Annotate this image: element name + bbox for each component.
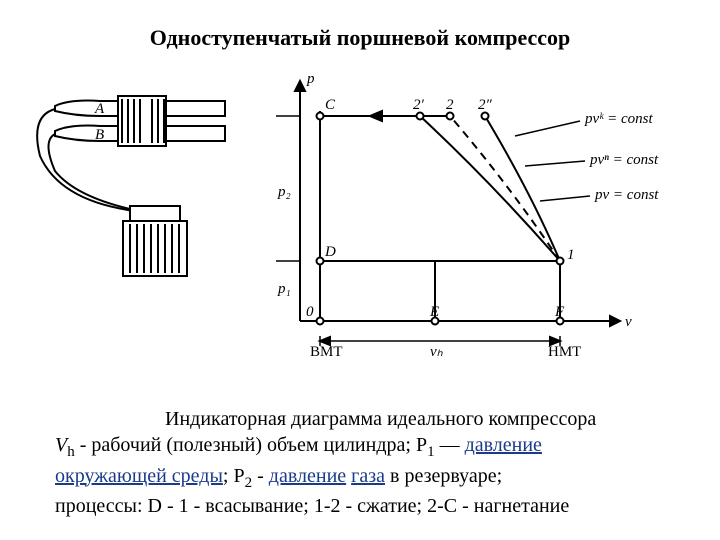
caption-line4: процессы: D - 1 - всасывание; 1-2 - сжат… <box>55 495 569 517</box>
t4: - <box>252 465 269 487</box>
vh-sub: h <box>67 444 75 460</box>
svg-text:2′: 2′ <box>413 97 425 113</box>
vh-sym: V <box>55 434 67 456</box>
page-title: Одноступенчатый поршневой компрессор <box>0 0 720 61</box>
pv-diagram <box>276 81 620 346</box>
link-pressure2[interactable]: давление <box>269 465 346 487</box>
svg-text:pv = const: pv = const <box>594 187 659 203</box>
p1-sub: 1 <box>427 444 435 460</box>
svg-text:В: В <box>95 127 104 143</box>
svg-text:pvᵏ = const: pvᵏ = const <box>584 111 653 127</box>
link-gas[interactable]: газа <box>351 465 385 487</box>
svg-text:2″: 2″ <box>478 97 493 113</box>
svg-text:D: D <box>324 244 336 260</box>
svg-text:F: F <box>554 304 565 320</box>
compressor-icon: А В <box>37 96 225 276</box>
t2: — <box>435 434 465 456</box>
t3: ; P <box>223 465 245 487</box>
svg-text:vₕ: vₕ <box>430 344 444 360</box>
svg-text:0: 0 <box>306 304 314 320</box>
t1: - рабочий (полезный) объем цилиндра; P <box>75 434 427 456</box>
caption-line1: Индикаторная диаграмма идеального компре… <box>165 408 596 430</box>
t5: в резервуаре; <box>385 465 502 487</box>
svg-text:v: v <box>625 314 632 330</box>
svg-text:2: 2 <box>446 97 454 113</box>
svg-text:p₁: p₁ <box>277 281 291 297</box>
link-env[interactable]: окружающей среды <box>55 465 223 487</box>
diagram: А В <box>0 61 720 391</box>
svg-text:E: E <box>429 304 439 320</box>
link-pressure[interactable]: давление <box>465 434 542 456</box>
p2-sub: 2 <box>245 475 253 491</box>
svg-text:НМТ: НМТ <box>548 344 581 360</box>
svg-text:p₂: p₂ <box>277 184 291 200</box>
caption: Индикаторная диаграмма идеального компре… <box>0 391 720 519</box>
pv-labels: p v p₂ p₁ C 2′ 2 2″ D 0 E F 1 pvᵏ = cons… <box>277 71 659 360</box>
svg-text:p: p <box>306 71 315 87</box>
svg-text:1: 1 <box>567 247 575 263</box>
svg-text:pvⁿ = const: pvⁿ = const <box>589 152 659 168</box>
svg-text:C: C <box>325 97 336 113</box>
svg-text:ВМТ: ВМТ <box>310 344 343 360</box>
svg-text:А: А <box>94 101 105 117</box>
